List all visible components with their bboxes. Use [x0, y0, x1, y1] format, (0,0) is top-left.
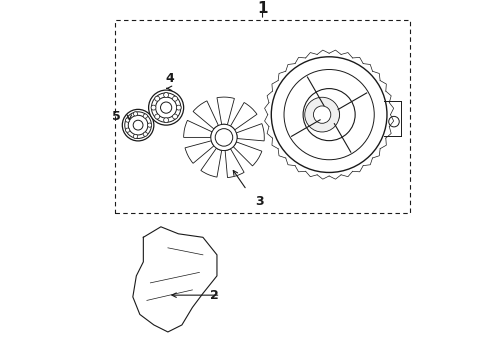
Circle shape — [314, 106, 331, 123]
Circle shape — [164, 118, 169, 123]
Text: 2: 2 — [210, 289, 219, 302]
Wedge shape — [185, 141, 214, 163]
Circle shape — [161, 102, 171, 113]
Text: 5: 5 — [112, 110, 121, 123]
Circle shape — [215, 129, 233, 146]
Circle shape — [155, 96, 160, 101]
Circle shape — [172, 96, 177, 101]
Circle shape — [211, 124, 237, 150]
Wedge shape — [236, 123, 264, 141]
Bar — [115, 20, 410, 213]
Circle shape — [176, 105, 181, 110]
Circle shape — [303, 89, 355, 141]
Wedge shape — [217, 97, 234, 125]
Circle shape — [133, 134, 138, 139]
Circle shape — [389, 116, 399, 127]
Circle shape — [154, 257, 164, 266]
Polygon shape — [133, 227, 217, 332]
Text: 3: 3 — [255, 195, 264, 208]
Circle shape — [151, 254, 167, 270]
Circle shape — [125, 128, 130, 132]
Circle shape — [151, 93, 181, 122]
Circle shape — [182, 264, 189, 271]
Circle shape — [128, 115, 148, 135]
Wedge shape — [184, 120, 212, 138]
Wedge shape — [201, 148, 221, 177]
Circle shape — [125, 112, 151, 139]
Circle shape — [318, 104, 340, 125]
Circle shape — [151, 105, 156, 110]
Circle shape — [164, 93, 169, 98]
Circle shape — [143, 114, 147, 118]
Circle shape — [155, 114, 160, 119]
Text: 4: 4 — [165, 72, 174, 85]
Circle shape — [271, 57, 387, 172]
Wedge shape — [193, 101, 219, 129]
Circle shape — [133, 120, 143, 130]
Wedge shape — [230, 103, 257, 130]
Circle shape — [156, 97, 176, 118]
Circle shape — [143, 132, 147, 136]
Wedge shape — [225, 149, 244, 177]
Circle shape — [122, 109, 154, 141]
Circle shape — [147, 123, 152, 127]
Circle shape — [125, 118, 130, 122]
Circle shape — [172, 114, 177, 119]
Circle shape — [133, 112, 138, 116]
Wedge shape — [233, 142, 262, 166]
Circle shape — [284, 69, 374, 160]
Circle shape — [179, 261, 192, 273]
Circle shape — [305, 97, 340, 132]
Circle shape — [148, 90, 184, 125]
Text: 1: 1 — [257, 1, 268, 17]
